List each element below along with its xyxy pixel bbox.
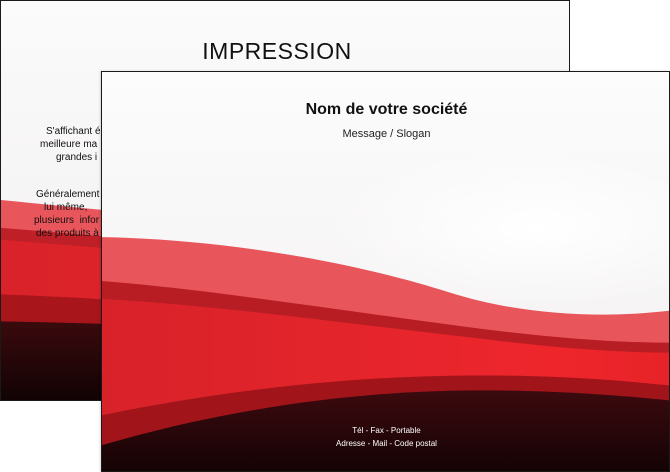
back-paragraph-2-line: Généralement xyxy=(36,189,100,200)
slogan: Message / Slogan xyxy=(342,128,431,140)
company-name: Nom de votre société xyxy=(305,101,468,118)
back-paragraph-2-line: des produits à xyxy=(36,228,99,239)
contact-line-phone: Tél - Fax - Portable xyxy=(352,426,421,435)
front-wave-black xyxy=(102,390,669,471)
back-paragraph-1-line: meilleure ma xyxy=(40,139,98,150)
back-paragraph-1-line: S'affichant é xyxy=(46,126,101,137)
back-title: IMPRESSION xyxy=(202,38,352,64)
back-paragraph-1-line: grandes i xyxy=(56,152,98,163)
back-paragraph-2-line: plusieurs infor xyxy=(34,215,100,226)
front-flyer: Nom de votre société Message / Slogan Té… xyxy=(101,71,670,472)
back-paragraph-2: Généralement lui même, plusieurs infor d… xyxy=(34,188,234,240)
contact-line-address: Adresse - Mail - Code postal xyxy=(336,439,437,448)
front-wave-background xyxy=(102,151,669,471)
back-paragraph-2-line: lui même, xyxy=(44,202,88,213)
back-paragraph-1: S'affichant é meilleure ma grandes i xyxy=(34,125,234,164)
